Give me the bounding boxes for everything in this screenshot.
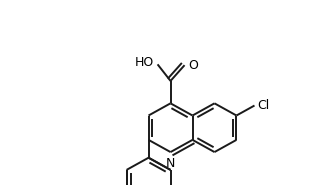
Text: HO: HO xyxy=(135,56,154,69)
Text: Cl: Cl xyxy=(257,99,269,112)
Text: O: O xyxy=(188,59,198,72)
Text: N: N xyxy=(166,157,175,170)
